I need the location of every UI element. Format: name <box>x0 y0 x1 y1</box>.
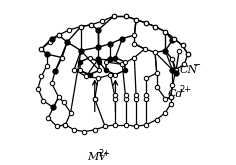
Text: −: − <box>193 60 201 70</box>
Text: 2+: 2+ <box>179 85 191 94</box>
Text: Cd: Cd <box>168 89 184 99</box>
Text: 2+: 2+ <box>99 149 111 158</box>
Text: MV: MV <box>87 152 106 162</box>
Text: CN: CN <box>180 66 198 75</box>
